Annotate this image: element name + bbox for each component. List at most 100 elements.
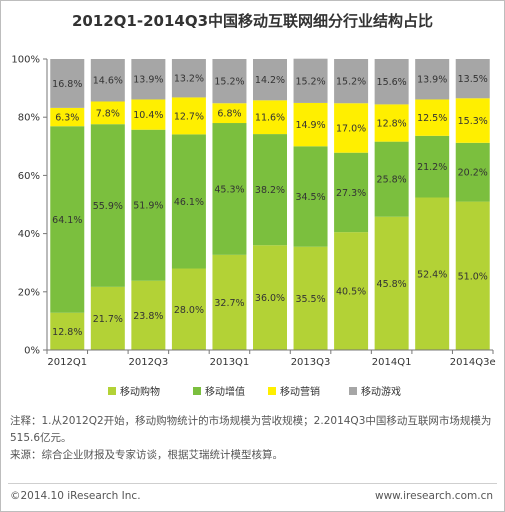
bar-segment bbox=[90, 124, 125, 287]
data-label: 7.8% bbox=[96, 108, 120, 119]
x-tick-label: 2012Q1 bbox=[47, 357, 87, 368]
bar-segment bbox=[50, 59, 85, 108]
legend-label: 移动游戏 bbox=[361, 385, 401, 398]
bar-segment bbox=[374, 216, 409, 350]
data-label: 51.9% bbox=[133, 201, 163, 212]
bar-segment bbox=[50, 312, 85, 350]
data-label: 23.8% bbox=[133, 311, 163, 322]
data-label: 12.8% bbox=[52, 327, 82, 338]
data-label: 32.7% bbox=[214, 298, 244, 309]
bar-segment bbox=[212, 59, 247, 104]
source-text: 来源：综合企业财报及专家访谈，根据艾瑞统计模型核算。 bbox=[10, 449, 283, 461]
chart-title: 2012Q1-2014Q3中国移动互联网细分行业结构占比 bbox=[71, 12, 434, 30]
data-label: 13.9% bbox=[133, 75, 163, 86]
bar-segment bbox=[90, 286, 125, 350]
data-label: 52.4% bbox=[417, 269, 447, 280]
bar-segment bbox=[50, 107, 85, 127]
data-label: 11.6% bbox=[255, 113, 285, 124]
y-tick-label: 60% bbox=[18, 171, 40, 182]
bar-segment bbox=[415, 197, 450, 350]
data-label: 6.3% bbox=[55, 113, 79, 124]
data-label: 45.3% bbox=[214, 184, 244, 195]
bar-segment bbox=[334, 103, 369, 153]
bar-segment bbox=[374, 59, 409, 105]
data-label: 15.2% bbox=[336, 77, 366, 88]
data-label: 17.0% bbox=[336, 123, 366, 134]
data-label: 15.6% bbox=[377, 77, 407, 88]
bar-segment bbox=[293, 246, 328, 350]
bar-segment bbox=[171, 134, 206, 269]
bar-segment bbox=[50, 126, 85, 313]
bar-segment bbox=[455, 98, 490, 143]
x-tick-label: 2014Q1 bbox=[372, 357, 412, 368]
x-tick-label: 2013Q3 bbox=[291, 357, 331, 368]
stacked-bar-chart: 12.8% 64.1% 6.3% 16.8% 21.7% 55.9% 7.8% 14.6% 23… bbox=[11, 55, 496, 399]
bar-segment bbox=[374, 141, 409, 217]
data-label: 34.5% bbox=[295, 192, 325, 203]
data-label: 14.6% bbox=[93, 76, 123, 87]
data-label: 15.2% bbox=[214, 77, 244, 88]
bar-segment bbox=[455, 59, 490, 99]
data-label: 25.8% bbox=[377, 175, 407, 186]
bar-segment bbox=[90, 59, 125, 102]
bar-segment bbox=[455, 201, 490, 350]
bar-segment bbox=[415, 135, 450, 198]
data-label: 46.1% bbox=[174, 197, 204, 208]
data-label: 13.9% bbox=[417, 75, 447, 86]
y-tick-label: 20% bbox=[18, 287, 40, 298]
bar-segment bbox=[415, 59, 450, 100]
website-text: www.iresearch.com.cn bbox=[374, 490, 493, 502]
y-tick-label: 0% bbox=[24, 346, 40, 357]
note-text: 注释：1.从2012Q2开始，移动购物统计的市场规模为营收规模；2.2014Q3… bbox=[10, 415, 492, 444]
data-label: 16.8% bbox=[52, 79, 82, 90]
bar-segment bbox=[415, 99, 450, 136]
bar-segment bbox=[293, 146, 328, 247]
bar-segment bbox=[293, 58, 328, 103]
data-label: 14.2% bbox=[255, 75, 285, 86]
data-label: 28.0% bbox=[174, 305, 204, 316]
data-label: 51.0% bbox=[458, 271, 488, 282]
legend-swatch bbox=[193, 387, 201, 395]
y-tick-label: 80% bbox=[18, 113, 40, 124]
data-label: 55.9% bbox=[93, 201, 123, 212]
bar-segment bbox=[253, 134, 287, 246]
bar-segment bbox=[131, 99, 166, 130]
bar-segment bbox=[212, 254, 247, 350]
bar-segment bbox=[334, 152, 369, 233]
data-label: 36.0% bbox=[255, 293, 285, 304]
bar-segment bbox=[131, 280, 166, 350]
legend-label: 移动营销 bbox=[280, 385, 320, 398]
legend-swatch bbox=[349, 387, 357, 395]
bar-segment bbox=[171, 59, 206, 98]
data-label: 20.2% bbox=[458, 168, 488, 179]
x-tick-label: 2014Q3e bbox=[450, 357, 496, 368]
bar-segment bbox=[334, 59, 369, 104]
bar-segment bbox=[334, 232, 369, 350]
bar-segment bbox=[212, 103, 247, 124]
bar-segment bbox=[253, 59, 287, 101]
bar-segment bbox=[374, 104, 409, 142]
legend-label: 移动增值 bbox=[205, 385, 245, 398]
data-label: 12.7% bbox=[174, 111, 204, 122]
legend-swatch bbox=[268, 387, 276, 395]
legend-label: 移动购物 bbox=[120, 385, 160, 398]
y-tick-label: 40% bbox=[18, 229, 40, 240]
y-tick-label: 100% bbox=[11, 55, 40, 66]
data-label: 64.1% bbox=[52, 215, 82, 226]
data-label: 12.5% bbox=[417, 113, 447, 124]
data-label: 10.4% bbox=[133, 110, 163, 121]
footer-divider bbox=[8, 483, 497, 484]
bar-segment bbox=[131, 59, 166, 100]
data-label: 40.5% bbox=[336, 287, 366, 298]
data-label: 21.7% bbox=[93, 314, 123, 325]
bar-segment bbox=[455, 142, 490, 202]
bar-segment bbox=[171, 268, 206, 350]
data-label: 6.8% bbox=[217, 109, 241, 120]
data-label: 15.3% bbox=[458, 116, 488, 127]
x-tick-label: 2012Q3 bbox=[129, 357, 169, 368]
data-label: 21.2% bbox=[417, 162, 447, 173]
data-label: 38.2% bbox=[255, 185, 285, 196]
data-label: 35.5% bbox=[295, 294, 325, 305]
legend-swatch bbox=[108, 387, 116, 395]
notes: 注释：1.从2012Q2开始，移动购物统计的市场规模为营收规模；2.2014Q3… bbox=[10, 413, 498, 464]
